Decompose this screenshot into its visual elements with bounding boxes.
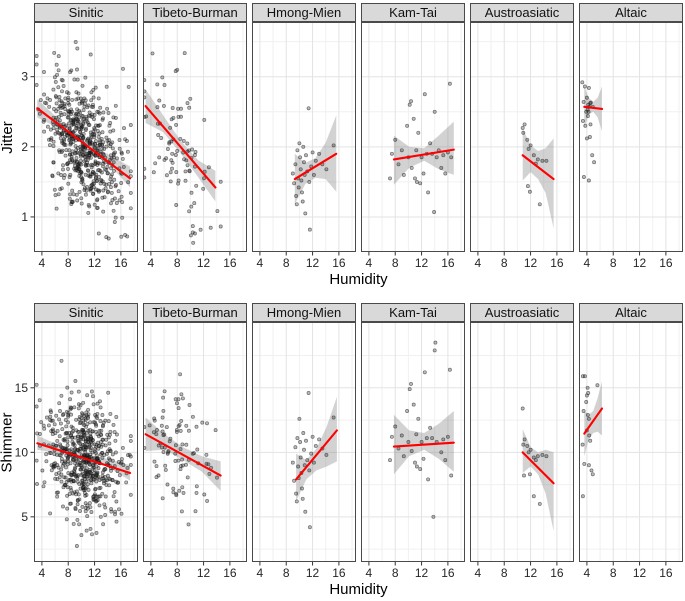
facet-strip-austroasiatic-jitter: Austroasiatic <box>470 3 574 22</box>
facet-strip-altaic-shimmer: Altaic <box>579 303 683 322</box>
facet-label: Hmong-Mien <box>266 305 342 320</box>
panel-jitter-tibeto-burman: 4 8 12 16 <box>143 22 247 270</box>
svg-text:12: 12 <box>524 566 538 580</box>
svg-text:16: 16 <box>223 566 237 580</box>
svg-text:8: 8 <box>174 256 181 270</box>
svg-text:8: 8 <box>283 566 290 580</box>
svg-text:4: 4 <box>148 566 155 580</box>
svg-text:8: 8 <box>392 566 399 580</box>
svg-text:16: 16 <box>441 256 455 270</box>
facet-strip-austroasiatic-shimmer: Austroasiatic <box>470 303 574 322</box>
facet-strip-sinitic-shimmer: Sinitic <box>34 303 138 322</box>
svg-text:16: 16 <box>114 566 128 580</box>
facet-strip-kam-tai-jitter: Kam-Tai <box>361 3 465 22</box>
facet-strip-tibeto-burman-shimmer: Tibeto-Burman <box>143 303 247 322</box>
svg-text:12: 12 <box>524 256 538 270</box>
x-axis-title-top: Humidity <box>329 271 388 288</box>
facet-strip-tibeto-burman-jitter: Tibeto-Burman <box>143 3 247 22</box>
svg-text:16: 16 <box>223 256 237 270</box>
facet-label: Austroasiatic <box>484 5 560 20</box>
svg-text:12: 12 <box>306 566 320 580</box>
svg-text:4: 4 <box>148 256 155 270</box>
x-axis-title-bottom: Humidity <box>329 581 388 598</box>
panel-jitter-altaic: 4 8 12 16 <box>579 22 683 270</box>
svg-text:8: 8 <box>283 256 290 270</box>
svg-text:4: 4 <box>366 256 373 270</box>
svg-text:12: 12 <box>197 256 211 270</box>
facet-label: Kam-Tai <box>389 305 437 320</box>
svg-text:4: 4 <box>475 256 482 270</box>
facet-strip-hmong-mien-jitter: Hmong-Mien <box>252 3 356 22</box>
panel-shimmer-kam-tai: 4 8 12 16 <box>361 322 465 580</box>
facet-label: Tibeto-Burman <box>152 305 238 320</box>
svg-text:5: 5 <box>21 510 28 524</box>
svg-text:12: 12 <box>633 566 647 580</box>
svg-text:4: 4 <box>475 566 482 580</box>
svg-text:16: 16 <box>659 256 673 270</box>
svg-text:12: 12 <box>88 566 102 580</box>
facet-label: Austroasiatic <box>484 305 560 320</box>
svg-text:8: 8 <box>65 566 72 580</box>
panel-shimmer-tibeto-burman: 4 8 12 16 <box>143 322 247 580</box>
facet-strip-sinitic-jitter: Sinitic <box>34 3 138 22</box>
panel-shimmer-sinitic: 4 8 12 16 <box>34 322 138 580</box>
panel-jitter-hmong-mien: 4 8 12 16 <box>252 22 356 270</box>
svg-text:16: 16 <box>550 256 564 270</box>
svg-text:4: 4 <box>584 566 591 580</box>
svg-text:16: 16 <box>332 566 346 580</box>
svg-text:16: 16 <box>332 256 346 270</box>
facet-label: Altaic <box>615 305 647 320</box>
svg-text:4: 4 <box>257 566 264 580</box>
svg-text:12: 12 <box>633 256 647 270</box>
facet-label: Altaic <box>615 5 647 20</box>
svg-text:8: 8 <box>501 256 508 270</box>
svg-text:12: 12 <box>306 256 320 270</box>
y-axis-shimmer: 5 10 15 <box>15 381 34 524</box>
svg-text:12: 12 <box>88 256 102 270</box>
panel-jitter-austroasiatic: 4 8 12 16 <box>470 22 574 270</box>
svg-text:12: 12 <box>197 566 211 580</box>
svg-text:4: 4 <box>584 256 591 270</box>
facet-label: Tibeto-Burman <box>152 5 238 20</box>
svg-text:8: 8 <box>610 256 617 270</box>
svg-text:4: 4 <box>39 566 46 580</box>
svg-text:12: 12 <box>415 256 429 270</box>
svg-text:16: 16 <box>441 566 455 580</box>
facet-label: Hmong-Mien <box>266 5 342 20</box>
svg-text:4: 4 <box>39 256 46 270</box>
svg-text:8: 8 <box>65 256 72 270</box>
facet-label: Kam-Tai <box>389 5 437 20</box>
svg-text:16: 16 <box>114 256 128 270</box>
svg-text:10: 10 <box>15 445 29 459</box>
panel-jitter-kam-tai: 4 8 12 16 <box>361 22 465 270</box>
facet-label: Sinitic <box>68 5 104 20</box>
svg-text:2: 2 <box>21 140 28 154</box>
svg-text:8: 8 <box>174 566 181 580</box>
svg-text:4: 4 <box>366 566 373 580</box>
y-axis-jitter: 1 2 3 <box>21 70 34 224</box>
svg-text:8: 8 <box>501 566 508 580</box>
svg-text:3: 3 <box>21 70 28 84</box>
facet-strip-altaic-jitter: Altaic <box>579 3 683 22</box>
panel-jitter-sinitic: 4 8 12 16 <box>34 22 138 270</box>
panel-shimmer-austroasiatic: 4 8 12 16 <box>470 322 574 580</box>
svg-text:8: 8 <box>610 566 617 580</box>
facet-strip-kam-tai-shimmer: Kam-Tai <box>361 303 465 322</box>
svg-text:8: 8 <box>392 256 399 270</box>
svg-text:12: 12 <box>415 566 429 580</box>
panel-shimmer-hmong-mien: 4 8 12 16 <box>252 322 356 580</box>
facet-label: Sinitic <box>68 305 104 320</box>
facet-strip-hmong-mien-shimmer: Hmong-Mien <box>252 303 356 322</box>
svg-text:4: 4 <box>257 256 264 270</box>
svg-text:16: 16 <box>550 566 564 580</box>
panel-shimmer-altaic: 4 8 12 16 <box>579 322 683 580</box>
svg-text:1: 1 <box>21 210 28 224</box>
svg-text:15: 15 <box>15 381 29 395</box>
svg-text:16: 16 <box>659 566 673 580</box>
